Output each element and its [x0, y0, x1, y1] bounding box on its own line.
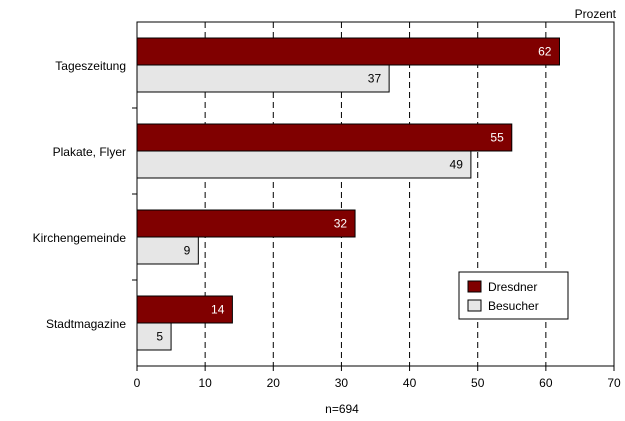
x-tick-label: 0 [134, 376, 141, 390]
category-label: Kirchengemeinde [33, 231, 127, 245]
category-label: Tageszeitung [55, 59, 126, 73]
bar-besucher [136, 150, 472, 179]
x-tick-label: 20 [267, 376, 281, 390]
x-axis-label: n=694 [325, 402, 359, 416]
grid-lines [204, 22, 547, 366]
bar-dresdner [136, 209, 356, 238]
category-label: Stadtmagazine [46, 317, 126, 331]
bars-group: 62 37 55 49 32 9 14 5 [136, 37, 560, 351]
x-tick-label: 60 [539, 376, 553, 390]
x-tick-label: 50 [471, 376, 485, 390]
x-tick-label: 30 [335, 376, 349, 390]
bar-besucher [136, 322, 172, 351]
data-label: 5 [156, 330, 163, 344]
data-label: 55 [490, 131, 504, 145]
data-label: 37 [368, 72, 382, 86]
data-label: 62 [538, 45, 552, 59]
bar-besucher [136, 64, 390, 93]
x-tick-label: 10 [198, 376, 212, 390]
legend-swatch-dresdner [467, 280, 482, 293]
legend-label-besucher: Besucher [488, 299, 539, 313]
unit-label: Prozent [575, 7, 617, 21]
bar-dresdner [136, 123, 513, 152]
legend-label-dresdner: Dresdner [488, 280, 537, 294]
legend-swatch-besucher [467, 299, 482, 312]
x-tick-label: 70 [607, 376, 621, 390]
data-label: 9 [184, 244, 191, 258]
legend: Dresdner Besucher [458, 271, 569, 320]
bar-besucher [136, 236, 199, 265]
x-tick-label: 40 [403, 376, 417, 390]
axes: Tageszeitung Plakate, Flyer Kirchengemeind… [33, 21, 621, 390]
bar-dresdner [136, 37, 560, 66]
data-label: 14 [211, 303, 225, 317]
data-label: 32 [334, 217, 348, 231]
data-label: 49 [450, 158, 464, 172]
bar-dresdner [136, 295, 233, 324]
category-label: Plakate, Flyer [53, 145, 126, 159]
